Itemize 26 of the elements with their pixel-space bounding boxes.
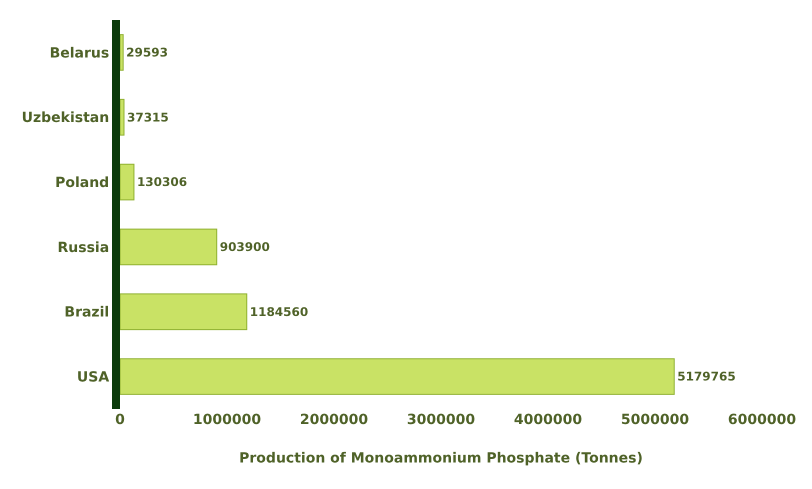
y-tick-label: Poland [55, 174, 110, 191]
x-tick-label: 3000000 [406, 412, 476, 428]
bar [120, 98, 124, 136]
data-label: 1184560 [250, 304, 308, 319]
x-tick-label: 2000000 [300, 412, 368, 428]
x-tick-label: 6000000 [728, 412, 796, 428]
x-tick-label: 4000000 [514, 412, 582, 428]
data-label: 29593 [126, 45, 168, 60]
bar [120, 228, 218, 266]
y-tick-label: Uzbekistan [22, 110, 110, 126]
bar [120, 293, 248, 330]
data-label: 5179765 [677, 370, 736, 384]
y-tick-label: USA [76, 369, 110, 386]
data-label: 130306 [136, 175, 188, 190]
data-label: 903900 [220, 240, 270, 254]
bar [120, 34, 124, 71]
data-label: 37315 [126, 110, 169, 124]
x-tick-label: 0 [115, 412, 126, 428]
y-tick-label: Brazil [64, 304, 110, 321]
bar [120, 358, 675, 395]
y-tick-label: Belarus [50, 45, 110, 62]
x-tick-label: 5000000 [620, 412, 690, 428]
x-tick-label: 1000000 [192, 412, 262, 428]
bar [120, 164, 134, 200]
x-axis-title: Production of Monoammonium Phosphate (Tonnes) [239, 450, 643, 466]
y-tick-label: Russia [58, 240, 110, 256]
